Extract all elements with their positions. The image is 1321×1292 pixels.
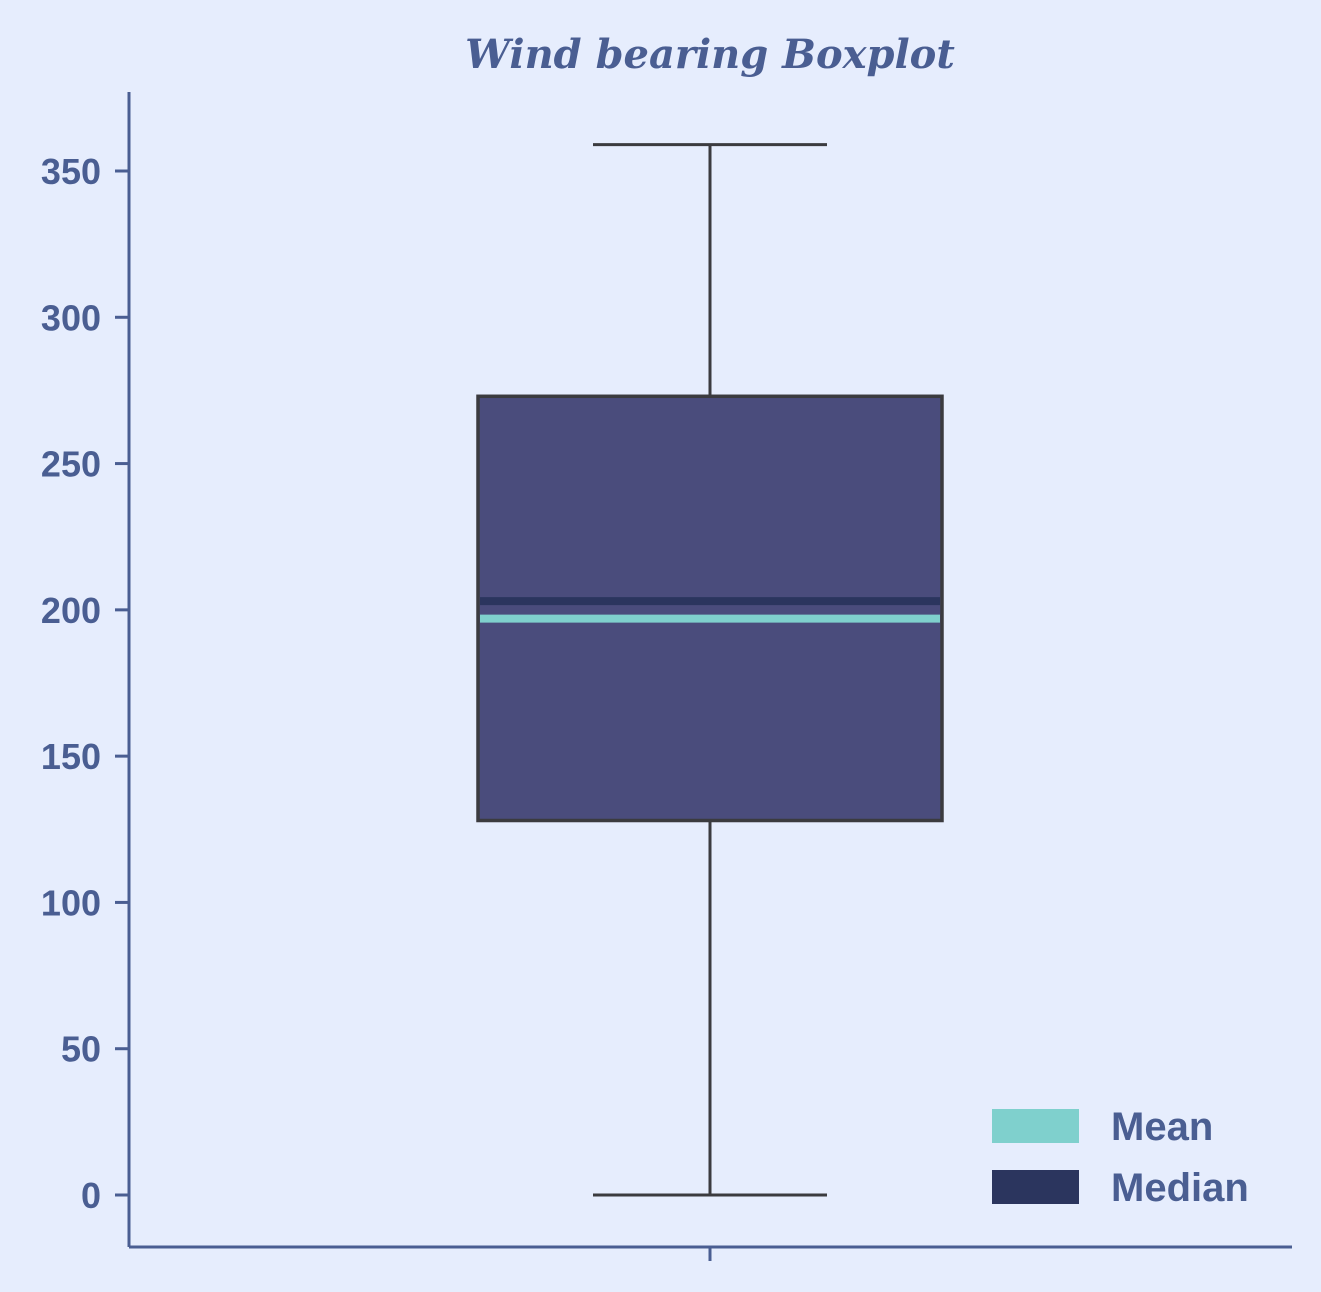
y-tick-label: 300	[41, 297, 101, 338]
y-tick-label: 150	[41, 736, 101, 777]
y-tick-label: 0	[81, 1175, 101, 1216]
x-axis	[129, 1245, 1292, 1261]
y-tick-label: 50	[61, 1029, 101, 1070]
chart-title: Wind bearing Boxplot	[465, 31, 955, 78]
legend-label: Mean	[1111, 1105, 1213, 1149]
legend-swatch	[992, 1170, 1079, 1204]
iqr-box	[476, 394, 944, 823]
legend: Mean Median	[992, 1105, 1249, 1210]
plot-area	[476, 143, 944, 1197]
y-axis: 0 50 100 150 200 250 300 350	[41, 92, 131, 1247]
legend-item-mean: Mean	[992, 1105, 1213, 1149]
y-tick-label: 100	[41, 882, 101, 923]
y-tick-label: 350	[41, 151, 101, 192]
legend-swatch	[992, 1109, 1079, 1143]
box-series	[476, 143, 944, 1197]
y-tick-label: 250	[41, 444, 101, 485]
y-tick-label: 200	[41, 590, 101, 631]
legend-item-median: Median	[992, 1166, 1249, 1210]
legend-label: Median	[1111, 1166, 1249, 1210]
